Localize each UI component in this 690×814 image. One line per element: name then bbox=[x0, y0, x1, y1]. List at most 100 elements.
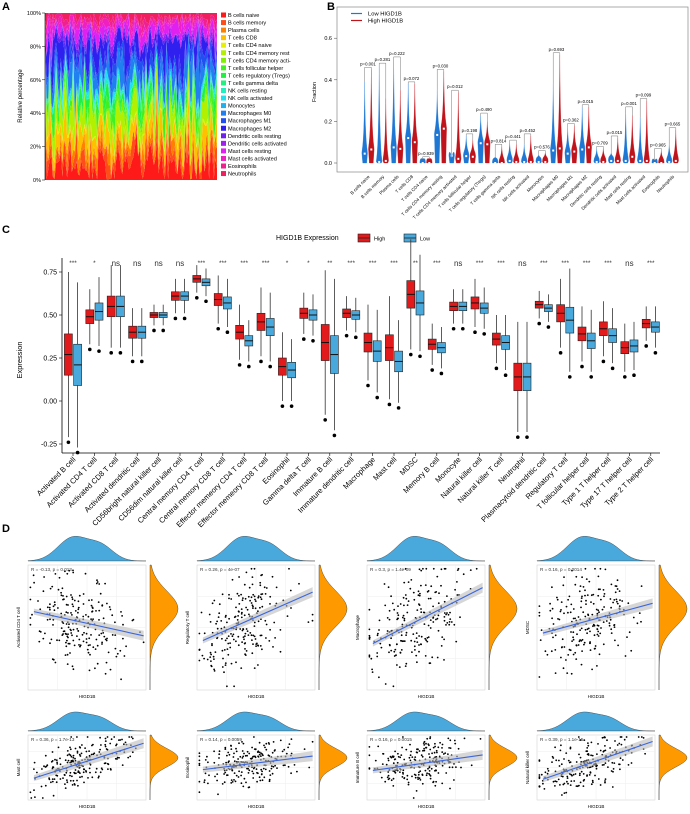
data-point bbox=[85, 770, 87, 772]
data-point bbox=[281, 750, 284, 753]
data-point bbox=[248, 752, 251, 755]
data-point bbox=[253, 736, 255, 738]
data-point bbox=[569, 784, 572, 786]
data-point bbox=[580, 663, 583, 666]
data-point bbox=[578, 590, 581, 593]
data-point bbox=[428, 766, 431, 769]
violin-low bbox=[434, 90, 441, 164]
data-point bbox=[427, 624, 430, 627]
data-point bbox=[198, 762, 201, 765]
data-point bbox=[412, 633, 415, 635]
data-point bbox=[587, 613, 589, 616]
data-point bbox=[124, 741, 127, 744]
data-point bbox=[613, 624, 616, 626]
significance-label: ns bbox=[112, 259, 120, 268]
data-point bbox=[414, 776, 417, 779]
p-bracket bbox=[480, 112, 488, 122]
data-point bbox=[416, 609, 419, 611]
data-point bbox=[587, 742, 589, 744]
data-point bbox=[590, 601, 592, 603]
data-point bbox=[420, 569, 423, 572]
data-point bbox=[561, 638, 564, 641]
data-point bbox=[89, 763, 92, 766]
data-point bbox=[71, 775, 73, 778]
violin-low bbox=[535, 154, 542, 164]
median-marker bbox=[421, 162, 424, 164]
p-bracket bbox=[538, 150, 546, 155]
data-point bbox=[602, 621, 605, 623]
data-point bbox=[86, 648, 89, 651]
data-point bbox=[285, 752, 288, 755]
data-point bbox=[428, 770, 431, 772]
data-point bbox=[72, 605, 75, 608]
legend-swatch bbox=[221, 125, 226, 131]
data-point bbox=[67, 604, 69, 606]
regression-line bbox=[542, 602, 653, 634]
data-point bbox=[560, 656, 562, 659]
data-point bbox=[570, 780, 573, 782]
data-point bbox=[67, 633, 69, 636]
data-point bbox=[90, 634, 92, 636]
data-point bbox=[40, 785, 43, 788]
data-point bbox=[67, 759, 70, 762]
data-point bbox=[446, 595, 448, 597]
violin-high bbox=[672, 129, 679, 164]
y-density bbox=[318, 734, 348, 801]
outlier-point bbox=[88, 347, 92, 352]
panel-label-c: C bbox=[2, 224, 10, 236]
data-point bbox=[87, 651, 90, 654]
data-point bbox=[447, 737, 450, 740]
data-point bbox=[252, 755, 254, 758]
median-marker bbox=[515, 160, 518, 163]
median-marker bbox=[436, 133, 439, 136]
data-point bbox=[440, 584, 442, 587]
x-density bbox=[27, 536, 147, 562]
data-point bbox=[409, 754, 412, 757]
data-point bbox=[286, 615, 289, 617]
outlier-point bbox=[323, 418, 328, 422]
data-point bbox=[242, 755, 245, 758]
data-point bbox=[572, 653, 575, 656]
significance-label: *** bbox=[347, 260, 355, 267]
data-point bbox=[405, 748, 408, 751]
data-point bbox=[227, 761, 230, 764]
p-value-label: p=0.012 bbox=[447, 84, 463, 89]
data-point bbox=[250, 596, 253, 599]
data-point bbox=[253, 667, 256, 669]
data-point bbox=[211, 644, 213, 647]
data-point bbox=[58, 576, 61, 579]
data-point bbox=[249, 632, 252, 634]
outlier-point bbox=[430, 368, 435, 372]
median-marker bbox=[363, 152, 366, 155]
data-point bbox=[272, 646, 274, 648]
data-point bbox=[390, 649, 393, 652]
data-point bbox=[260, 593, 263, 596]
data-point bbox=[612, 601, 614, 604]
data-point bbox=[621, 600, 624, 602]
data-point bbox=[96, 581, 99, 583]
data-point bbox=[376, 655, 379, 658]
data-point bbox=[427, 597, 430, 600]
data-point bbox=[93, 752, 96, 755]
legend-swatch bbox=[221, 27, 226, 33]
p-value-label: p=0.709 bbox=[592, 140, 608, 145]
data-point bbox=[88, 669, 91, 672]
data-point bbox=[590, 741, 593, 744]
data-point bbox=[552, 780, 555, 783]
data-point bbox=[579, 756, 582, 759]
data-point bbox=[413, 598, 416, 601]
data-point bbox=[89, 653, 91, 656]
data-point bbox=[585, 750, 588, 753]
data-point bbox=[441, 743, 444, 746]
outlier-point bbox=[130, 359, 135, 364]
p-bracket bbox=[625, 106, 633, 116]
data-point bbox=[251, 583, 254, 586]
data-point bbox=[288, 567, 290, 570]
data-point bbox=[244, 754, 247, 757]
y-tick-label: 0.50 bbox=[43, 313, 57, 320]
data-point bbox=[234, 780, 237, 783]
data-point bbox=[414, 756, 417, 758]
data-point bbox=[429, 619, 432, 621]
data-point bbox=[232, 633, 235, 636]
data-point bbox=[240, 616, 243, 619]
